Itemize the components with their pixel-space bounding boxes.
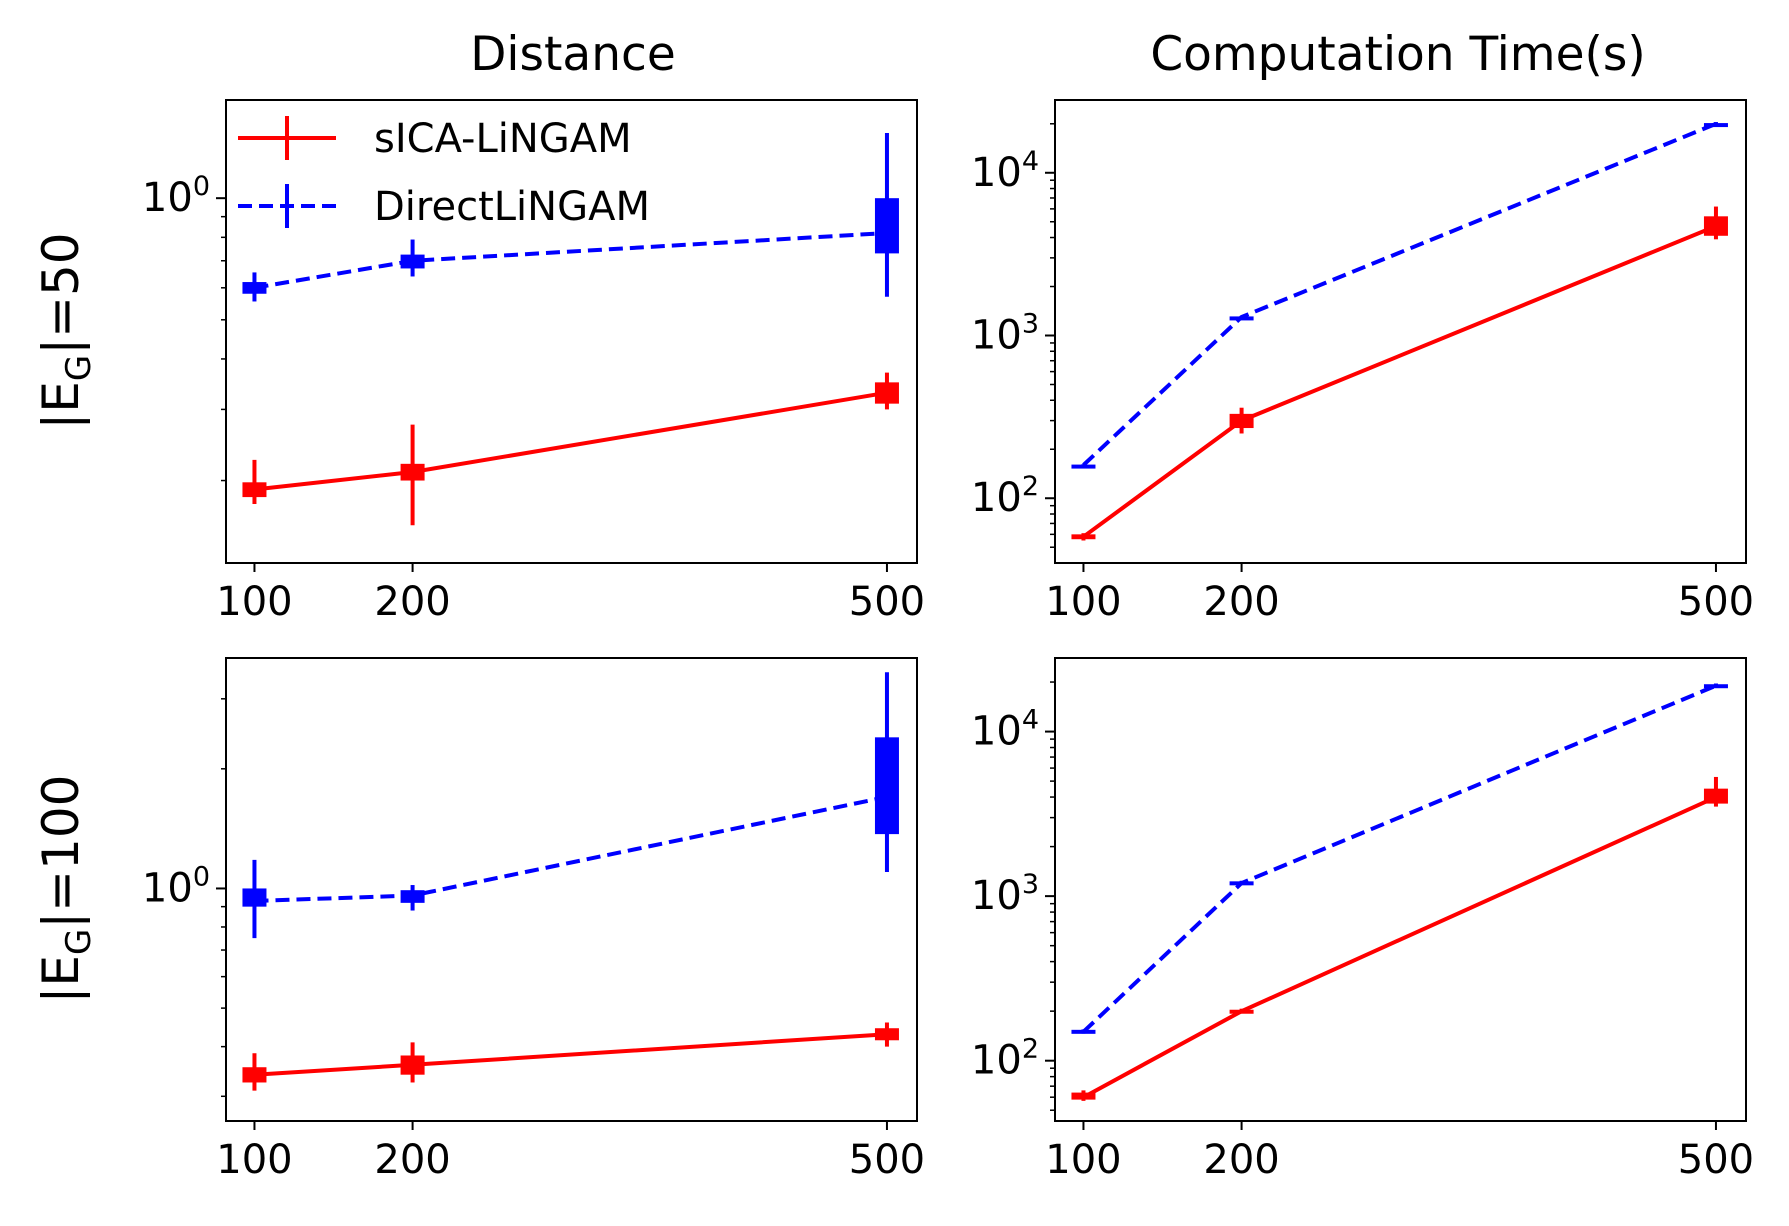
y-tick-label: 100 <box>142 171 210 221</box>
y-tick-exponent: 0 <box>193 171 210 202</box>
y-tick-label: 102 <box>971 471 1039 521</box>
y-tick-base: 10 <box>971 709 1022 755</box>
y-tick-exponent: 2 <box>1022 1034 1039 1065</box>
series-sica-lingam <box>242 372 899 526</box>
legend-label: DirectLiNGAM <box>374 184 650 230</box>
data-point <box>400 254 425 269</box>
series-line <box>254 390 888 492</box>
data-point <box>400 463 425 481</box>
row-label-text: |EG|=100 <box>32 775 99 1004</box>
row-label-e100: |EG|=100 <box>32 775 99 1004</box>
series-directlingam <box>242 132 899 302</box>
data-point <box>242 282 267 294</box>
y-tick-base: 10 <box>971 313 1022 359</box>
x-tick-label: 200 <box>1203 1137 1279 1183</box>
data-point <box>1229 413 1254 429</box>
col-title-time: Computation Time(s) <box>1150 27 1645 82</box>
series-sica-lingam <box>1071 776 1728 1101</box>
x-tick-label: 500 <box>1678 579 1754 625</box>
y-tick-base: 10 <box>971 1038 1022 1084</box>
legend: sICA-LiNGAM DirectLiNGAM <box>238 116 650 230</box>
y-tick-exponent: 2 <box>1022 471 1039 502</box>
x-tick-label: 100 <box>1045 1137 1121 1183</box>
series-line <box>1082 683 1717 1034</box>
data-point <box>1703 788 1728 804</box>
y-tick-base: 10 <box>142 865 193 911</box>
y-tick-base: 10 <box>142 175 193 221</box>
y-tick-base: 10 <box>971 150 1022 196</box>
series-line <box>254 794 888 903</box>
series-directlingam <box>1071 683 1728 1034</box>
data-point <box>242 482 267 498</box>
series-directlingam <box>242 672 899 939</box>
x-tick-label: 500 <box>1678 1137 1754 1183</box>
series-sica-lingam <box>1071 206 1728 541</box>
y-tick-label: 100 <box>142 861 210 911</box>
x-tick-label: 100 <box>216 1137 292 1183</box>
data-point <box>1703 684 1728 689</box>
y-tick-label: 103 <box>971 869 1039 919</box>
series-directlingam <box>1071 121 1728 469</box>
y-tick-exponent: 4 <box>1022 146 1039 177</box>
data-point <box>1071 1092 1096 1100</box>
data-point <box>400 890 425 903</box>
series-line <box>1082 795 1717 1099</box>
data-point <box>874 382 899 404</box>
data-point <box>1229 316 1254 321</box>
y-tick-exponent: 3 <box>1022 309 1039 340</box>
panel-distance-e100: 100 200 500 100 <box>142 657 925 1183</box>
data-point <box>1229 881 1254 886</box>
y-tick-label: 104 <box>971 146 1039 196</box>
data-point <box>1071 464 1096 469</box>
series-sica-lingam <box>242 1022 899 1091</box>
data-point <box>874 1028 899 1041</box>
x-tick-label: 200 <box>374 579 450 625</box>
series-line <box>254 1032 888 1077</box>
axes-frame <box>225 99 918 564</box>
data-point <box>874 198 899 254</box>
legend-entry-directlingam: DirectLiNGAM <box>238 184 650 230</box>
panel-distance-e50: 100 200 500 100 <box>142 99 925 625</box>
row-label-text: |EG|=50 <box>32 232 99 429</box>
y-tick-exponent: 4 <box>1022 705 1039 736</box>
data-point <box>1071 1029 1096 1034</box>
y-tick-exponent: 3 <box>1022 869 1039 900</box>
y-tick-label: 103 <box>971 309 1039 359</box>
data-point <box>1229 1009 1254 1014</box>
data-point <box>1703 123 1728 128</box>
legend-label: sICA-LiNGAM <box>374 116 632 162</box>
x-tick-label: 200 <box>374 1137 450 1183</box>
x-tick-label: 100 <box>216 579 292 625</box>
series-line <box>1082 121 1717 467</box>
x-tick-label: 500 <box>849 1137 925 1183</box>
axes-frame <box>1054 99 1747 564</box>
x-tick-label: 100 <box>1045 579 1121 625</box>
y-tick-label: 104 <box>971 705 1039 755</box>
data-point <box>242 888 267 907</box>
series-line <box>1082 224 1717 539</box>
axes-frame <box>225 657 918 1122</box>
data-point <box>400 1055 425 1075</box>
x-tick-label: 200 <box>1203 579 1279 625</box>
series-line <box>254 231 888 290</box>
axes-frame <box>1054 657 1747 1122</box>
data-point <box>874 737 899 835</box>
data-point <box>1071 534 1096 540</box>
x-tick-label: 500 <box>849 579 925 625</box>
legend-entry-sica-lingam: sICA-LiNGAM <box>238 116 632 162</box>
row-label-e50: |EG|=50 <box>32 232 99 429</box>
y-tick-base: 10 <box>971 475 1022 521</box>
data-point <box>1703 216 1728 236</box>
data-point <box>242 1067 267 1083</box>
col-title-distance: Distance <box>470 27 676 82</box>
y-tick-label: 102 <box>971 1034 1039 1084</box>
y-tick-base: 10 <box>971 873 1022 919</box>
y-tick-exponent: 0 <box>193 861 210 892</box>
